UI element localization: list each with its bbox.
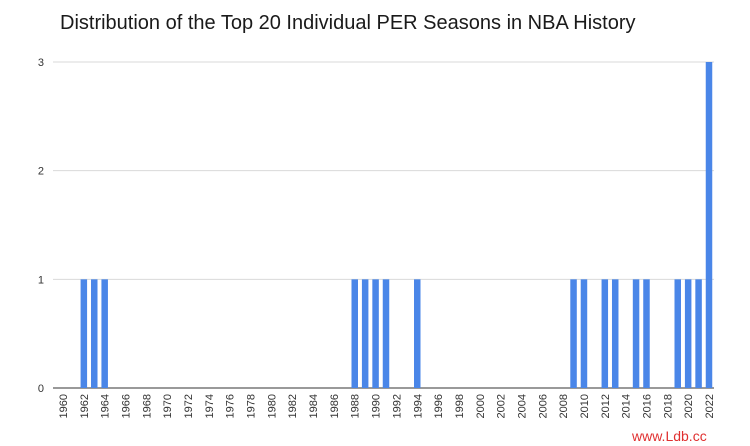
x-tick-label: 1972	[183, 394, 195, 418]
x-tick-label: 1996	[433, 394, 445, 418]
x-tick-label: 2014	[621, 394, 633, 418]
y-tick-label: 0	[38, 383, 44, 395]
y-axis-ticks: 0 1 2 3	[38, 57, 44, 395]
x-tick-label: 2006	[537, 394, 549, 418]
chart-title: Distribution of the Top 20 Individual PE…	[60, 12, 636, 34]
bar	[372, 279, 379, 388]
bar	[101, 279, 108, 388]
x-tick-label: 2002	[496, 394, 508, 418]
x-tick-label: 1970	[162, 394, 174, 418]
x-tick-label: 1998	[454, 394, 466, 418]
bar	[80, 279, 88, 388]
bar	[414, 279, 421, 388]
x-tick-label: 1968	[141, 394, 153, 418]
bar	[91, 279, 98, 388]
bar	[382, 279, 390, 388]
x-tick-label: 2000	[475, 394, 487, 418]
x-tick-label: 1982	[287, 394, 299, 418]
bar	[684, 279, 692, 388]
x-tick-label: 2012	[600, 394, 612, 418]
x-tick-label: 2020	[683, 394, 695, 418]
x-tick-label: 1974	[204, 394, 216, 418]
x-tick-label: 1978	[246, 394, 258, 418]
x-tick-label: 1990	[371, 394, 383, 418]
x-tick-label: 2004	[516, 394, 528, 418]
bar	[695, 279, 702, 388]
x-tick-label: 1994	[412, 394, 424, 418]
bar	[643, 279, 650, 388]
bars	[80, 62, 713, 388]
bar	[361, 279, 369, 388]
x-tick-label: 1980	[266, 394, 278, 418]
x-tick-label: 2016	[641, 394, 653, 418]
x-tick-label: 1962	[79, 394, 91, 418]
bar	[632, 279, 640, 388]
x-tick-label: 1966	[121, 394, 133, 418]
x-tick-label: 1984	[308, 394, 320, 418]
x-tick-label: 1986	[329, 394, 341, 418]
x-tick-label: 1992	[391, 394, 403, 418]
bar	[611, 279, 619, 388]
x-tick-label: 1960	[58, 394, 70, 418]
x-tick-label: 2008	[558, 394, 570, 418]
watermark: www.Ldb.cc	[631, 428, 707, 444]
y-tick-label: 1	[38, 274, 44, 286]
bar	[351, 279, 358, 388]
x-tick-label: 1976	[225, 394, 237, 418]
x-tick-label: 2018	[662, 394, 674, 418]
bar	[580, 279, 588, 388]
bar	[570, 279, 577, 388]
x-tick-label: 1988	[350, 394, 362, 418]
bar	[705, 62, 713, 388]
x-axis-ticks: 1960 1962 1964 1966 1968 1970 1972 1974 1976 1978…	[58, 394, 716, 418]
bar	[601, 279, 609, 388]
y-tick-label: 3	[38, 57, 44, 69]
x-tick-label: 1964	[100, 394, 112, 418]
x-tick-label: 2010	[579, 394, 591, 418]
y-tick-label: 2	[38, 166, 44, 178]
bar	[674, 279, 681, 388]
x-tick-label: 2022	[704, 394, 716, 418]
